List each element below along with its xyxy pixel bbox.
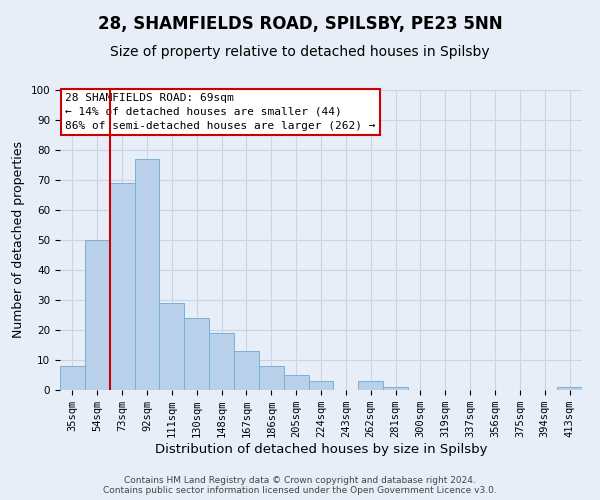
Bar: [134, 159, 160, 390]
Text: Contains HM Land Registry data © Crown copyright and database right 2024.
Contai: Contains HM Land Registry data © Crown c…: [103, 476, 497, 495]
Bar: [234, 351, 259, 390]
Bar: [358, 381, 383, 390]
Text: 28 SHAMFIELDS ROAD: 69sqm
← 14% of detached houses are smaller (44)
86% of semi-: 28 SHAMFIELDS ROAD: 69sqm ← 14% of detac…: [65, 93, 376, 131]
Text: 28, SHAMFIELDS ROAD, SPILSBY, PE23 5NN: 28, SHAMFIELDS ROAD, SPILSBY, PE23 5NN: [98, 15, 502, 33]
Bar: [209, 333, 234, 390]
Bar: [259, 366, 284, 390]
Bar: [60, 366, 85, 390]
Bar: [85, 240, 110, 390]
Bar: [184, 318, 209, 390]
Y-axis label: Number of detached properties: Number of detached properties: [12, 142, 25, 338]
Text: Size of property relative to detached houses in Spilsby: Size of property relative to detached ho…: [110, 45, 490, 59]
Bar: [383, 387, 408, 390]
Bar: [160, 303, 184, 390]
Bar: [284, 375, 308, 390]
Bar: [557, 387, 582, 390]
Bar: [308, 381, 334, 390]
X-axis label: Distribution of detached houses by size in Spilsby: Distribution of detached houses by size …: [155, 443, 487, 456]
Bar: [110, 183, 134, 390]
